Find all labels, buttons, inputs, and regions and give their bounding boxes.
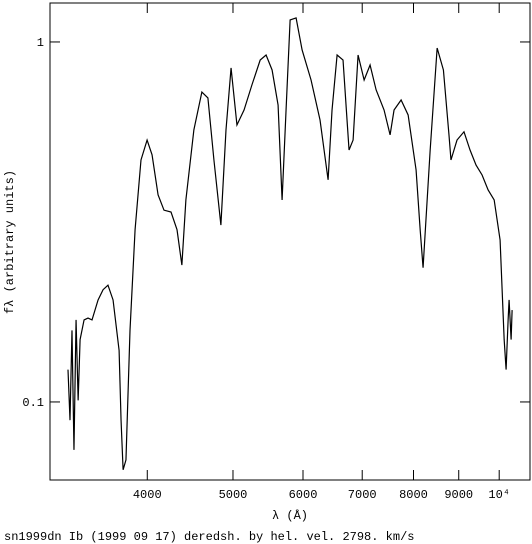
spectrum-line <box>67 17 513 470</box>
x-tick-label: 10⁴ <box>488 488 510 502</box>
y-axis-label: fλ (arbitrary units) <box>3 170 17 314</box>
caption: sn1999dn Ib (1999 09 17) deredsh. by hel… <box>4 530 414 544</box>
x-tick-label: 5000 <box>219 488 248 502</box>
x-tick-label: 4000 <box>133 488 162 502</box>
x-tick-label: 8000 <box>399 488 428 502</box>
x-tick-label: 7000 <box>348 488 377 502</box>
plot-frame <box>49 2 531 481</box>
x-axis-label: λ (Å) <box>272 508 308 523</box>
x-tick-label: 6000 <box>289 488 318 502</box>
y-tick-label: 0.1 <box>22 396 44 410</box>
x-tick-label: 9000 <box>444 488 473 502</box>
y-tick-label: 1 <box>37 36 44 50</box>
